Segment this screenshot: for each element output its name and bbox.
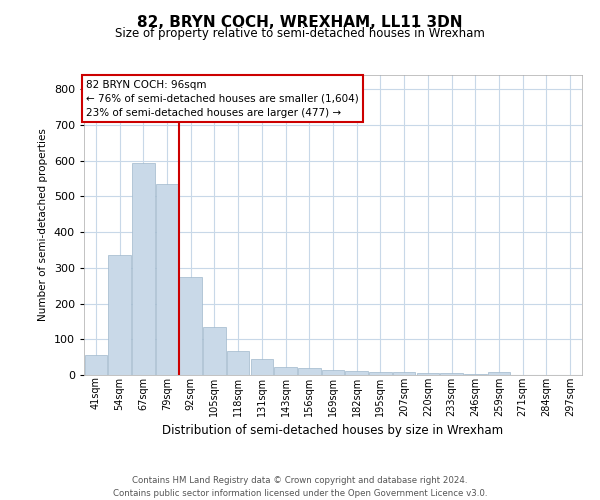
X-axis label: Distribution of semi-detached houses by size in Wrexham: Distribution of semi-detached houses by … <box>163 424 503 437</box>
Bar <box>156 184 178 375</box>
Bar <box>109 256 131 375</box>
Bar <box>132 162 155 375</box>
Bar <box>440 373 463 375</box>
Bar <box>369 372 392 375</box>
Bar <box>322 370 344 375</box>
Bar <box>203 327 226 375</box>
Bar <box>274 367 297 375</box>
Bar <box>416 373 439 375</box>
Bar <box>85 354 107 375</box>
Text: Contains HM Land Registry data © Crown copyright and database right 2024.
Contai: Contains HM Land Registry data © Crown c… <box>113 476 487 498</box>
Text: 82 BRYN COCH: 96sqm
← 76% of semi-detached houses are smaller (1,604)
23% of sem: 82 BRYN COCH: 96sqm ← 76% of semi-detach… <box>86 80 359 118</box>
Text: 82, BRYN COCH, WREXHAM, LL11 3DN: 82, BRYN COCH, WREXHAM, LL11 3DN <box>137 15 463 30</box>
Bar <box>393 372 415 375</box>
Bar <box>251 359 273 375</box>
Y-axis label: Number of semi-detached properties: Number of semi-detached properties <box>38 128 48 322</box>
Bar <box>179 277 202 375</box>
Bar <box>298 368 320 375</box>
Text: Size of property relative to semi-detached houses in Wrexham: Size of property relative to semi-detach… <box>115 28 485 40</box>
Bar <box>346 372 368 375</box>
Bar <box>464 374 487 375</box>
Bar <box>488 372 510 375</box>
Bar <box>227 351 250 375</box>
